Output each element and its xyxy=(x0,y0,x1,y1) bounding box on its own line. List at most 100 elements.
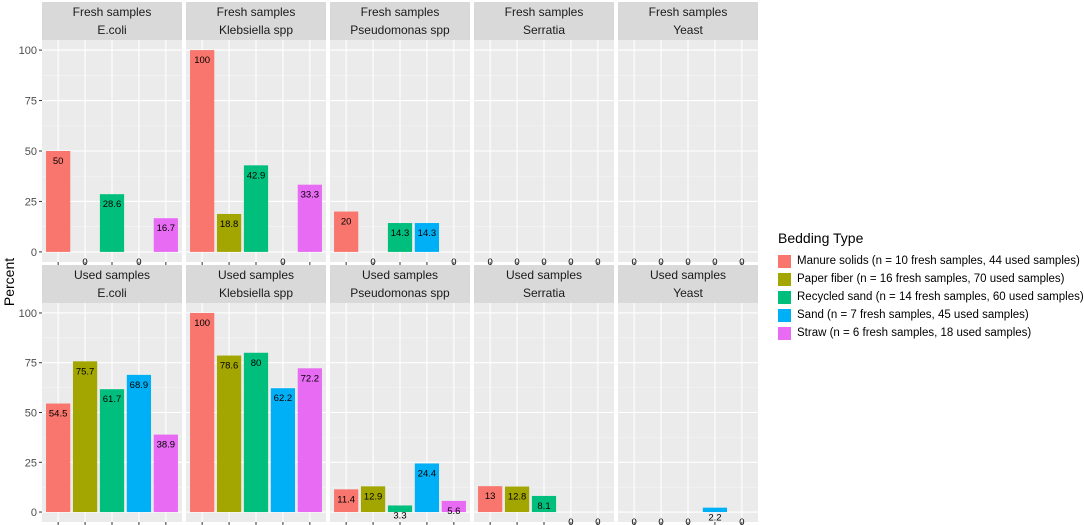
faceted-bar-chart: Percent Fresh samples E.coli 50 0 28.6 0 16.7 0 2… xyxy=(1,2,758,525)
facet-panel: Used samples Yeast 0 0 0 2.2 0 xyxy=(618,265,758,525)
facet-panel: Used samples Klebsiella spp 100 78.6 80 62.2 7… xyxy=(186,265,326,525)
legend-label: Manure solids (n = 10 fresh samples, 44 … xyxy=(797,255,1080,267)
bar xyxy=(190,50,215,252)
facet-strip-row-label: Fresh samples xyxy=(73,5,152,19)
bar xyxy=(216,213,242,252)
bar xyxy=(216,355,242,513)
data-label: 0 xyxy=(568,517,573,525)
facet-strip-row-label: Used samples xyxy=(506,268,582,282)
facet-strip-col-label: Pseudomonas spp xyxy=(350,23,450,37)
facet-panel: Fresh samplesSerratia00000 xyxy=(474,2,614,268)
legend-label: Paper fiber (n = 16 fresh samples, 70 us… xyxy=(797,273,1065,285)
data-label: 72.2 xyxy=(301,373,320,384)
data-label: 54.5 xyxy=(49,409,68,420)
facet-strip xyxy=(186,265,326,303)
data-label: 18.8 xyxy=(220,219,239,230)
facet-strip-col-label: Yeast xyxy=(673,286,703,300)
facet-strip xyxy=(618,2,758,40)
data-label: 75.7 xyxy=(76,366,95,377)
data-label: 0 xyxy=(685,517,690,525)
facet-strip xyxy=(330,2,470,40)
data-label: 13 xyxy=(485,491,496,502)
facet-strip-col-label: E.coli xyxy=(97,23,126,37)
facet-strip-row-label: Fresh samples xyxy=(505,5,584,19)
bar xyxy=(414,223,440,252)
bar xyxy=(297,368,322,513)
data-label: 5.6 xyxy=(447,506,460,517)
facet-strip xyxy=(474,2,614,40)
legend-label: Recycled sand (n = 14 fresh samples, 60 … xyxy=(797,291,1084,303)
data-label: 8.1 xyxy=(537,501,550,512)
facet-panel: Used samples E.coli 54.5 75.7 61.7 68.9 38.9 0 2… xyxy=(19,265,182,525)
facet-strip-row-label: Fresh samples xyxy=(649,5,728,19)
bar xyxy=(190,312,215,513)
facet-strip xyxy=(330,265,470,303)
facet-panel: Used samples Pseudomonas spp 11.4 12.9 3.3 24… xyxy=(330,265,470,525)
data-label: 14.3 xyxy=(418,228,437,239)
bar xyxy=(441,500,466,513)
data-label: 20 xyxy=(341,217,352,228)
y-tick-label: 0 xyxy=(31,247,37,259)
data-label: 0 xyxy=(632,517,637,525)
facet-strip-row-label: Used samples xyxy=(74,268,150,282)
bar xyxy=(153,434,178,513)
y-tick-label: 25 xyxy=(25,196,37,208)
bar xyxy=(478,486,503,513)
data-label: 11.4 xyxy=(337,494,355,505)
facet-strip xyxy=(42,2,182,40)
facet-strip-col-label: Yeast xyxy=(673,23,703,37)
legend-swatch xyxy=(778,272,791,286)
data-label: 38.9 xyxy=(157,440,176,451)
bar xyxy=(46,403,71,513)
data-label: 16.7 xyxy=(157,223,176,234)
bar xyxy=(126,374,152,513)
y-tick-label: 100 xyxy=(19,308,37,320)
facet-strip xyxy=(474,265,614,303)
y-tick-label: 50 xyxy=(25,146,37,158)
data-label: 0 xyxy=(595,517,600,525)
data-label: 42.9 xyxy=(247,170,266,181)
facet-panel: Fresh samplesE.coli50028.6016.7025507510… xyxy=(19,2,182,268)
data-label: 62.2 xyxy=(274,393,293,404)
facet-strip-col-label: Klebsiella spp xyxy=(219,286,293,300)
facet-strip-row-label: Fresh samples xyxy=(361,5,440,19)
facet-strip-col-label: E.coli xyxy=(97,286,126,300)
data-label: 100 xyxy=(194,318,210,329)
legend-label: Straw (n = 6 fresh samples, 18 used samp… xyxy=(797,327,1032,339)
legend: Bedding Type Manure solids (n = 10 fresh… xyxy=(778,230,1084,342)
data-label: 24.4 xyxy=(418,468,437,479)
bar xyxy=(99,389,125,513)
legend-label: Sand (n = 7 fresh samples, 45 used sampl… xyxy=(797,309,1029,321)
bar xyxy=(334,489,359,513)
data-label: 0 xyxy=(739,517,744,525)
facet-strip-row-label: Used samples xyxy=(362,268,438,282)
bar xyxy=(270,388,296,513)
legend-item-paper-fiber: Paper fiber (n = 16 fresh samples, 70 us… xyxy=(778,270,1084,288)
data-label: 61.7 xyxy=(103,394,122,405)
data-label: 33.3 xyxy=(301,190,320,201)
legend-swatch xyxy=(778,254,791,268)
facet-strip-col-label: Serratia xyxy=(523,286,565,300)
legend-swatch xyxy=(778,308,791,322)
bar xyxy=(702,507,728,513)
bar xyxy=(387,505,413,513)
data-label: 78.6 xyxy=(220,361,239,372)
legend-swatch xyxy=(778,326,791,340)
y-axis-label: Percent xyxy=(1,258,17,306)
legend-swatch xyxy=(778,290,791,304)
facet-strip-row-label: Used samples xyxy=(218,268,294,282)
bar xyxy=(72,361,98,513)
legend-item-recycled-sand: Recycled sand (n = 14 fresh samples, 60 … xyxy=(778,288,1084,306)
data-label: 68.9 xyxy=(130,380,149,391)
facet-panel: Fresh samplesYeast00000 xyxy=(618,2,758,268)
data-label: 100 xyxy=(194,55,210,66)
y-tick-label: 75 xyxy=(25,96,37,108)
facet-strip-col-label: Pseudomonas spp xyxy=(350,286,450,300)
facet-strip-col-label: Serratia xyxy=(523,23,565,37)
facet-strip-row-label: Used samples xyxy=(650,268,726,282)
y-tick-label: 75 xyxy=(25,358,37,370)
bar xyxy=(504,486,530,513)
bar xyxy=(297,184,322,252)
legend-item-sand: Sand (n = 7 fresh samples, 45 used sampl… xyxy=(778,306,1084,324)
